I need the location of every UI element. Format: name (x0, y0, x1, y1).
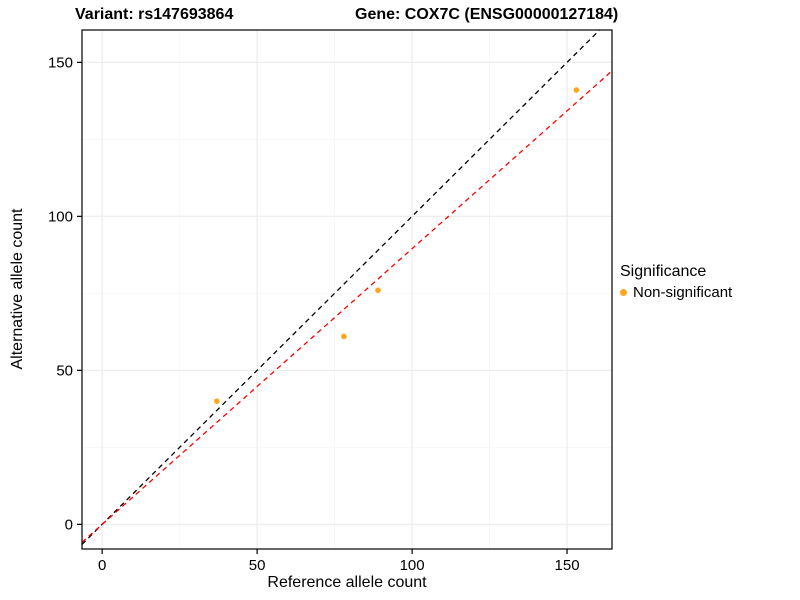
y-tick-label: 50 (56, 362, 73, 379)
legend-point-icon (620, 289, 627, 296)
regression-line (82, 70, 612, 543)
panel-border (81, 29, 613, 550)
data-point (573, 87, 580, 93)
identity-line (82, 30, 601, 545)
data-point (214, 398, 220, 404)
legend-entry-label: Non-significant (633, 284, 733, 301)
legend-entry: Non-significant (620, 284, 732, 301)
y-axis-label: Alternative allele count (9, 208, 26, 370)
x-tick-label: 150 (555, 557, 580, 574)
panel-background (82, 30, 612, 549)
y-tick-label: 150 (48, 54, 73, 71)
legend: Significance Non-significant (620, 263, 732, 301)
plot-title-variant: Variant: rs147693864 (75, 6, 234, 23)
data-point (375, 287, 381, 294)
x-tick-label: 100 (400, 557, 425, 574)
y-tick-label: 100 (48, 208, 73, 225)
legend-title: Significance (620, 263, 707, 280)
y-tick-label: 0 (65, 516, 73, 533)
data-point (341, 333, 347, 340)
plot-title-gene: Gene: COX7C (ENSG00000127184) (355, 6, 619, 23)
x-tick-label: 0 (98, 557, 106, 574)
x-axis-label: Reference allele count (267, 574, 427, 591)
x-tick-label: 50 (249, 557, 266, 574)
